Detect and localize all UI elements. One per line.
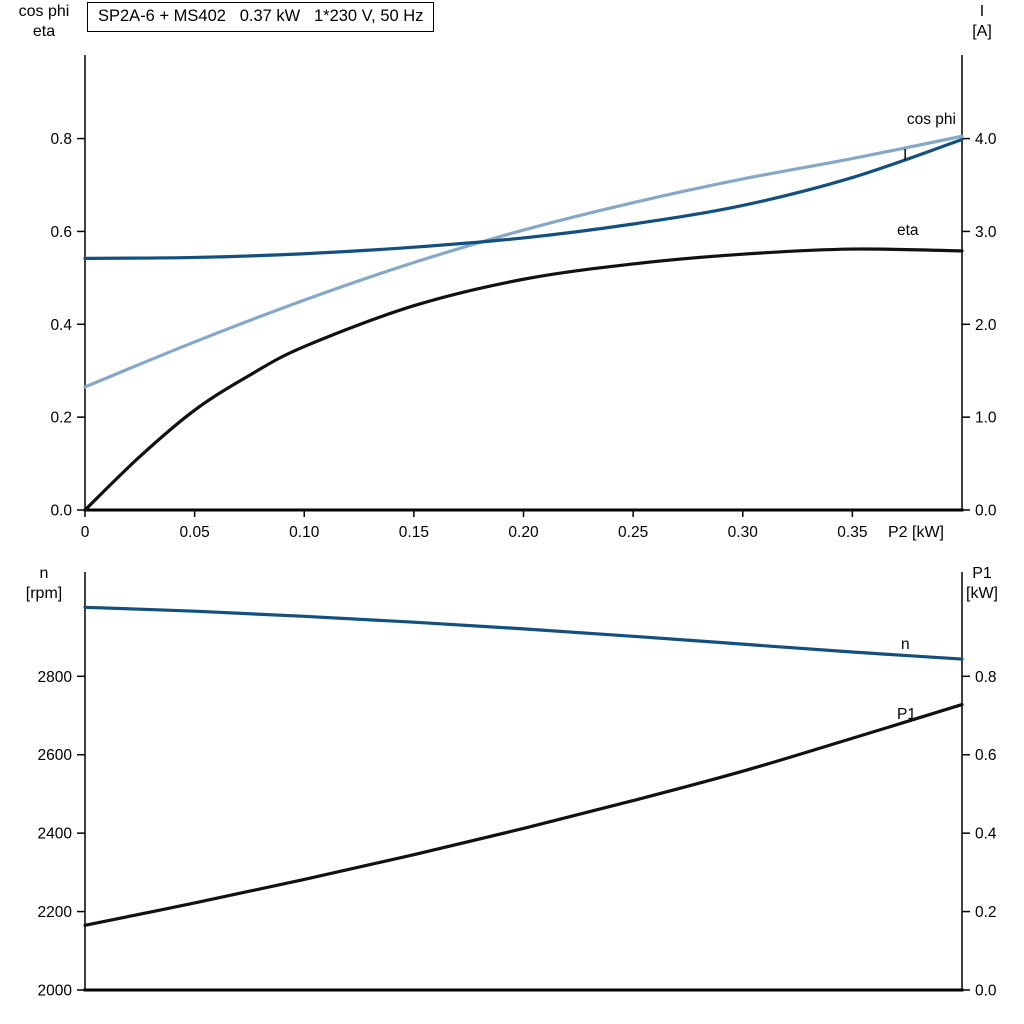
curve-label-eta: eta [897,222,919,239]
right-tick-label: 0.0 [975,503,997,520]
curve-n [83,605,964,661]
x-tick-label: 0.10 [289,524,320,541]
x-tick-label: 0.15 [399,524,429,541]
right-tick-label: 4.0 [975,131,997,148]
x-tick-label: 0.05 [180,524,210,541]
right-tick-label: 0.2 [975,904,997,921]
bottom-left-axis-label-line2: [rpm] [25,585,63,602]
x-tick-label: 0.25 [618,524,648,541]
right-tick-label: 1.0 [975,410,997,427]
right-tick-label: 2.0 [975,317,997,334]
curve-label-I: I [903,147,907,164]
left-tick-label: 0.2 [50,410,72,427]
curve-label-P1: P1 [897,706,916,723]
left-tick-label: 2800 [38,669,73,686]
chart-0: 0.0 0.2 0.4 0.6 0.8 0.0 1.0 2.0 3.0 4.0 0 0.05 0.10 0… [50,55,997,541]
left-tick-label: 0.8 [50,131,72,148]
chart-title-box: SP2A-6 + MS402 0.37 kW 1*230 V, 50 Hz [87,2,435,32]
x-tick-label: 0.35 [837,524,867,541]
curve-I [83,137,964,260]
right-tick-label: 0.6 [975,747,997,764]
bottom-left-axis-label-line1: n [39,565,49,582]
curve-cos-phi [83,134,964,389]
left-tick-label: 2200 [38,904,73,921]
curve-eta [83,247,964,512]
left-tick-label: 2400 [38,826,73,843]
right-tick-label: 3.0 [975,224,997,241]
curve-label-n: n [901,636,910,653]
x-tick-label: 0.30 [728,524,759,541]
curve-P1 [83,702,964,927]
right-tick-label: 0.0 [975,983,997,1000]
right-tick-label: 0.8 [975,669,997,686]
x-tick-label: 0 [81,524,90,541]
top-left-axis-label-line2: eta [32,23,56,40]
left-tick-label: 2000 [38,983,73,1000]
bottom-right-axis-label-line2: [kW] [966,585,998,602]
top-left-axis-label-line1: cos phi [18,3,70,20]
left-tick-label: 0.6 [50,224,72,241]
top-right-axis-label-line2: [A] [972,23,992,40]
left-tick-label: 0.4 [50,317,72,334]
right-tick-label: 0.4 [975,826,997,843]
chart-1: 2000 2200 2400 2600 2800 0.0 0.2 0.4 0.6 0.8 n P1 [38,572,997,1000]
x-axis-label: P2 [kW] [887,524,944,541]
bottom-right-axis-label-line1: P1 [972,565,992,582]
curve-label-cos-phi: cos phi [907,111,956,128]
top-right-axis-label-line1: I [979,3,985,20]
left-tick-label: 2600 [38,747,73,764]
x-tick-label: 0.20 [508,524,539,541]
left-tick-label: 0.0 [50,503,72,520]
